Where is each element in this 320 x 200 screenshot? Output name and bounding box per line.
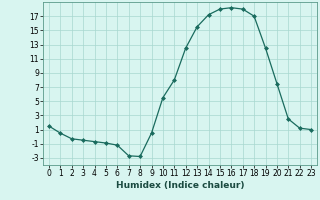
X-axis label: Humidex (Indice chaleur): Humidex (Indice chaleur) (116, 181, 244, 190)
